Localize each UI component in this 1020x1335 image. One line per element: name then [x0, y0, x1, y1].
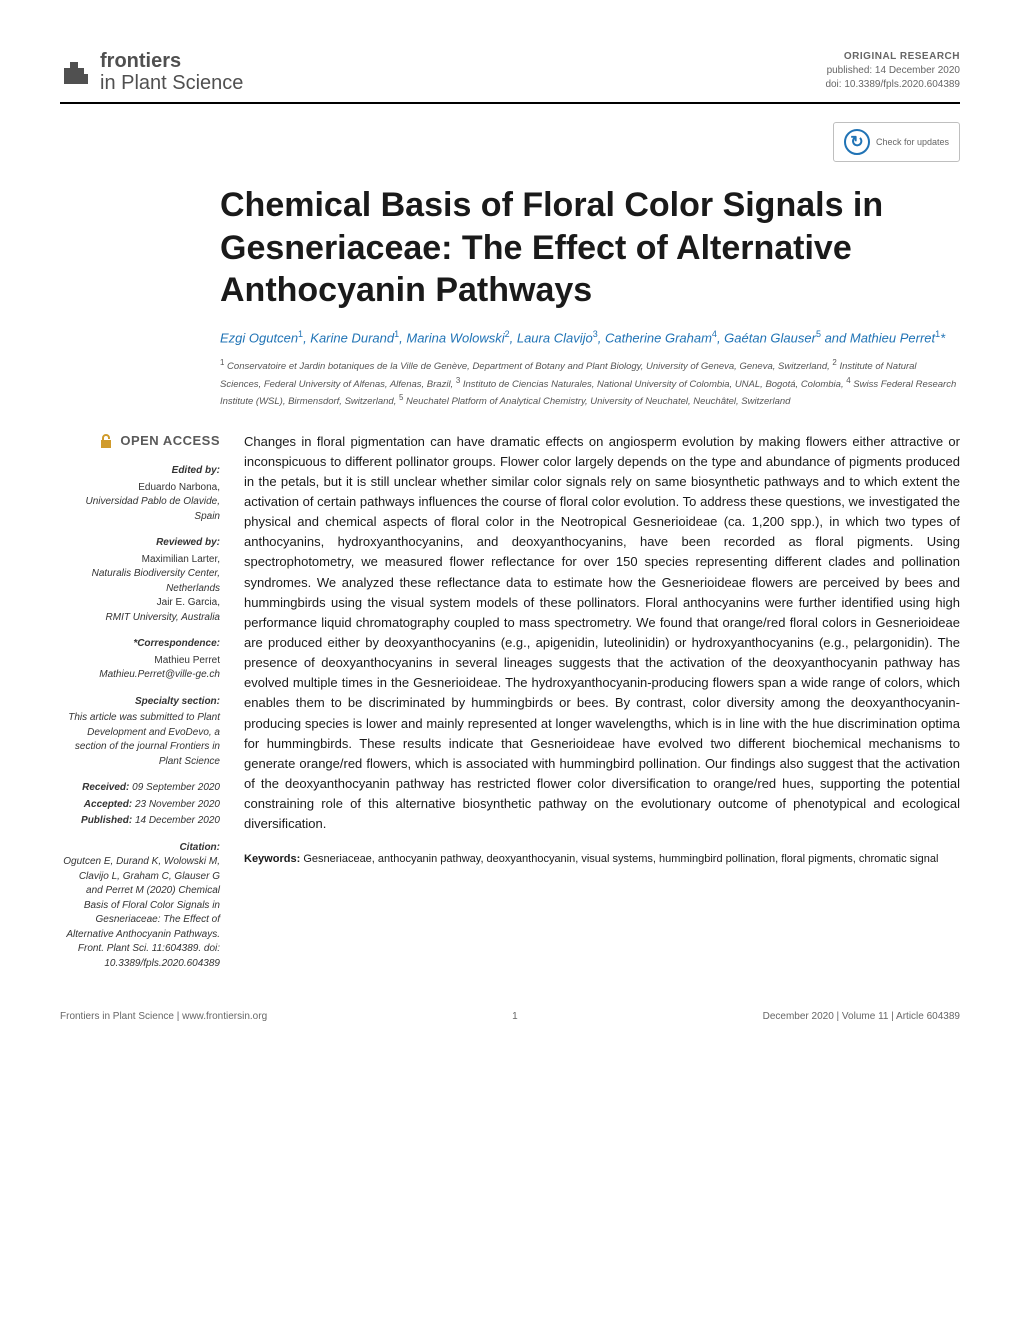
- keywords-text: Gesneriaceae, anthocyanin pathway, deoxy…: [303, 853, 938, 865]
- open-access-header: OPEN ACCESS: [60, 432, 220, 451]
- published-label: Published:: [81, 815, 132, 826]
- keywords-label: Keywords:: [244, 853, 300, 865]
- sidebar: OPEN ACCESS Edited by: Eduardo Narbona,U…: [60, 432, 220, 972]
- check-updates-badge[interactable]: ↻ Check for updates: [60, 122, 960, 162]
- keywords: Keywords: Gesneriaceae, anthocyanin path…: [244, 852, 960, 867]
- published-date-sidebar: 14 December 2020: [135, 815, 220, 826]
- affiliations: 1 Conservatoire et Jardin botaniques de …: [220, 357, 960, 409]
- footer-left: Frontiers in Plant Science | www.frontie…: [60, 1011, 267, 1022]
- frontiers-logo-icon: [60, 56, 92, 88]
- accepted-date: 23 November 2020: [135, 799, 220, 810]
- specialty-label: Specialty section:: [60, 695, 220, 710]
- reviewed-by: Maximilian Larter,Naturalis Biodiversity…: [60, 553, 220, 626]
- reviewed-by-label: Reviewed by:: [60, 536, 220, 551]
- page-header: frontiers in Plant Science ORIGINAL RESE…: [60, 50, 960, 94]
- citation: Ogutcen E, Durand K, Wolowski M, Clavijo…: [60, 855, 220, 971]
- article-type: ORIGINAL RESEARCH: [825, 50, 960, 64]
- journal-name: frontiers in Plant Science: [100, 50, 243, 94]
- check-updates-text: Check for updates: [876, 137, 949, 147]
- page-footer: Frontiers in Plant Science | www.frontie…: [60, 1011, 960, 1022]
- doi-link[interactable]: doi: 10.3389/fpls.2020.604389: [825, 79, 960, 90]
- published-date: published: 14 December 2020: [825, 64, 960, 78]
- main-column: Changes in floral pigmentation can have …: [244, 432, 960, 972]
- header-rule: [60, 102, 960, 104]
- correspondence: Mathieu PerretMathieu.Perret@ville-ge.ch: [60, 654, 220, 683]
- open-access-text: OPEN ACCESS: [120, 432, 220, 451]
- article-title: Chemical Basis of Floral Color Signals i…: [220, 184, 960, 312]
- open-access-lock-icon: [98, 433, 114, 449]
- citation-label: Citation:: [60, 841, 220, 856]
- brand-line2: in Plant Science: [100, 72, 243, 94]
- brand-line1: frontiers: [100, 50, 181, 72]
- accepted-label: Accepted:: [84, 799, 132, 810]
- received-date: 09 September 2020: [132, 782, 220, 793]
- specialty-section: This article was submitted to Plant Deve…: [60, 711, 220, 769]
- edited-by: Eduardo Narbona,Universidad Pablo de Ola…: [60, 481, 220, 525]
- abstract: Changes in floral pigmentation can have …: [244, 432, 960, 835]
- journal-brand: frontiers in Plant Science: [60, 50, 243, 94]
- footer-page-number: 1: [512, 1011, 518, 1022]
- author-list: Ezgi Ogutcen1, Karine Durand1, Marina Wo…: [220, 328, 960, 348]
- edited-by-label: Edited by:: [60, 464, 220, 479]
- footer-right: December 2020 | Volume 11 | Article 6043…: [763, 1011, 960, 1022]
- check-updates-icon: ↻: [844, 129, 870, 155]
- correspondence-label: *Correspondence:: [60, 637, 220, 652]
- accepted-row: Accepted: 23 November 2020: [60, 798, 220, 813]
- published-row: Published: 14 December 2020: [60, 814, 220, 829]
- received-label: Received:: [82, 782, 129, 793]
- article-meta: ORIGINAL RESEARCH published: 14 December…: [825, 50, 960, 92]
- received-row: Received: 09 September 2020: [60, 781, 220, 796]
